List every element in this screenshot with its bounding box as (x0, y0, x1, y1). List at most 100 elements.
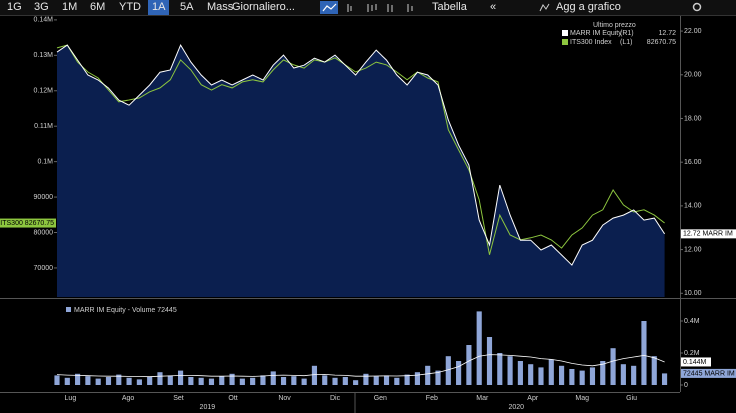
line-icon (322, 3, 337, 12)
y-tick-label: 0.12M (34, 88, 54, 95)
volume-bar (404, 374, 410, 385)
value-tag-box (681, 229, 736, 239)
volume-bar (322, 375, 328, 385)
y2-tick-label: 14.00 (684, 203, 702, 210)
legend-value: 12.72 (658, 30, 676, 37)
volume-bar (414, 372, 420, 385)
volume-bar (651, 356, 657, 385)
x-tick-label: Gen (374, 395, 387, 402)
legend-title: Ultimo prezzo (593, 22, 636, 29)
range-button[interactable]: 1A (148, 0, 170, 15)
volume-bar (425, 365, 431, 385)
volume-bar (219, 376, 225, 385)
x-tick-label: Apr (527, 395, 539, 402)
y-tick-label: 70000 (34, 265, 54, 272)
volume-bar (64, 377, 70, 385)
volume-bar (332, 377, 338, 385)
table-button[interactable]: Tabella (432, 1, 467, 13)
volume-bar (239, 378, 245, 385)
value-tag: 12.72 MARR IM (683, 231, 733, 238)
y-tick-label: 0.1M (37, 158, 53, 165)
y-tick-label: 0 (684, 382, 688, 389)
y2-tick-label: 16.00 (684, 159, 702, 166)
volume-bar (610, 348, 616, 385)
volume-bar (95, 378, 101, 385)
volume-bar (538, 367, 544, 385)
volume-bar (280, 377, 287, 385)
volume-bar (85, 376, 91, 385)
y2-tick-label: 12.00 (684, 246, 702, 253)
value-tag: 0.144M (683, 359, 707, 366)
volume-bar (177, 370, 184, 385)
range-button[interactable]: 1G (7, 1, 22, 13)
y2-tick-label: 10.00 (684, 290, 702, 297)
y2-tick-label: 20.00 (684, 72, 702, 79)
add-to-chart-button[interactable]: Agg a grafico (556, 1, 621, 13)
volume-bar (486, 337, 493, 385)
volume-bar (116, 374, 122, 385)
volume-legend: MARR IM Equity - Volume 72445 (74, 307, 177, 314)
value-tag: 72445 MARR IM (683, 370, 735, 377)
year-label: 2020 (508, 404, 524, 411)
line (56, 43, 666, 266)
volume-bar (620, 364, 626, 385)
volume-bar (301, 378, 307, 385)
volume-bar (589, 367, 596, 385)
legend-axis: (R1) (620, 30, 634, 37)
moving-average-line (56, 354, 665, 378)
volume-bar (136, 379, 142, 385)
range-button[interactable]: YTD (119, 1, 141, 13)
volume-bar (270, 371, 276, 385)
volume-bar (435, 370, 441, 385)
y-tick-label: 80000 (34, 229, 54, 236)
range-button[interactable]: Giornaliero... (232, 1, 295, 13)
range-button[interactable]: 5A (180, 1, 194, 13)
volume-bar (342, 377, 348, 385)
range-button[interactable]: 6M (90, 1, 106, 13)
volume-bar (126, 377, 132, 385)
y-tick-label: 0.2M (684, 350, 700, 357)
x-tick-label: Set (173, 395, 184, 402)
range-button[interactable]: 1M (62, 1, 78, 13)
x-tick-label: Mag (575, 395, 589, 402)
toolbar-icons (347, 3, 550, 12)
range-button[interactable]: 3G (34, 1, 49, 13)
y-tick-label: 90000 (34, 194, 54, 201)
volume-bar (188, 377, 194, 385)
volume-bar (456, 361, 462, 385)
volume-bar (559, 365, 565, 385)
y-tick-label: 0.11M (34, 123, 53, 130)
volume-bar (260, 375, 266, 385)
x-tick-label: Mar (476, 395, 489, 402)
settings-icon[interactable] (692, 2, 702, 12)
volume-bar (229, 373, 235, 385)
volume-bar (157, 372, 163, 385)
volume-bar (579, 370, 585, 385)
volume-bar (198, 377, 204, 385)
volume-bar (517, 361, 523, 385)
x-tick-label: Nov (278, 395, 291, 402)
y2-tick-label: 22.00 (684, 28, 702, 35)
volume-bar (641, 321, 647, 385)
volume-bar (497, 353, 503, 385)
volume-bar (353, 380, 359, 385)
collapse-button[interactable]: « (490, 1, 497, 13)
volume-bar (445, 356, 451, 385)
legend-value: 82670.75 (647, 39, 676, 46)
year-label: 2019 (200, 404, 216, 411)
volume-bar (507, 356, 513, 385)
legend-swatch (562, 39, 568, 45)
volume-bar (363, 373, 369, 385)
volume-bar (528, 364, 534, 385)
range-button[interactable]: Mass (207, 1, 234, 13)
value-tag-box (0, 218, 56, 228)
volume-bar (250, 377, 256, 385)
volume-bar (147, 377, 153, 385)
area (57, 45, 665, 297)
x-tick-label: Dic (330, 395, 341, 402)
legend-axis: (L1) (620, 39, 632, 46)
x-tick-label: Ott (228, 395, 237, 402)
volume-bar (373, 376, 379, 385)
value-tag: ITS300 82670.75 (0, 220, 54, 227)
legend-name: MARR IM Equity (570, 30, 622, 37)
